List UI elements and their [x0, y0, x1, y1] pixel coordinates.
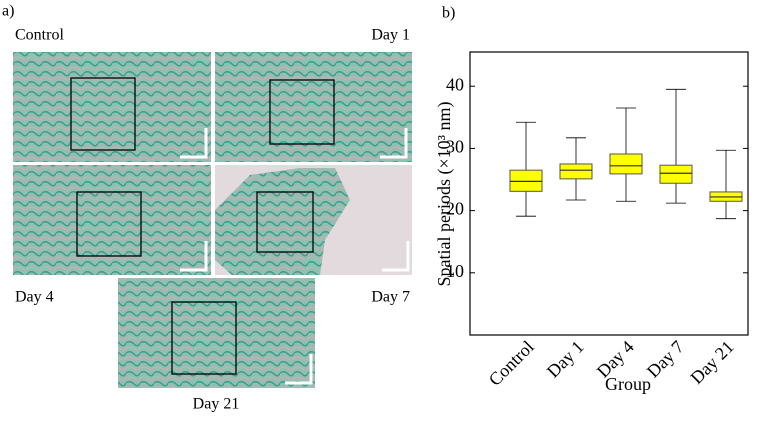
x-axis-label: Group — [605, 374, 651, 394]
image-label: Day 7 — [371, 289, 410, 306]
x-tick-label: Day 21 — [686, 337, 737, 388]
y-tick-label: 30 — [446, 137, 464, 157]
tissue — [215, 168, 350, 275]
x-tick-label: Day 7 — [643, 337, 688, 382]
roi-boxes — [70, 77, 335, 375]
panel-label: b) — [442, 5, 455, 22]
image-label: Day 4 — [15, 289, 54, 306]
image — [13, 165, 211, 275]
y-tick-label: 40 — [446, 74, 464, 94]
box — [559, 163, 593, 180]
box — [609, 153, 643, 175]
panel-label: a) — [2, 3, 14, 20]
y-tick-label: 10 — [446, 261, 464, 281]
image — [118, 278, 315, 388]
micrographs — [13, 52, 412, 388]
box — [509, 169, 543, 192]
x-tick-label: Control — [485, 337, 538, 390]
image-label: Control — [15, 27, 64, 44]
image-label: Day 21 — [193, 396, 240, 413]
x-tick-label: Day 1 — [543, 337, 588, 382]
plot-frame — [469, 51, 749, 336]
scale-bars — [180, 128, 410, 385]
y-tick-label: 20 — [446, 199, 464, 219]
image-label: Day 1 — [371, 27, 410, 44]
y-axis-label: Spatial periods (×10³ nm) — [434, 101, 455, 286]
box — [659, 164, 693, 184]
image — [13, 52, 211, 162]
image — [215, 52, 412, 162]
